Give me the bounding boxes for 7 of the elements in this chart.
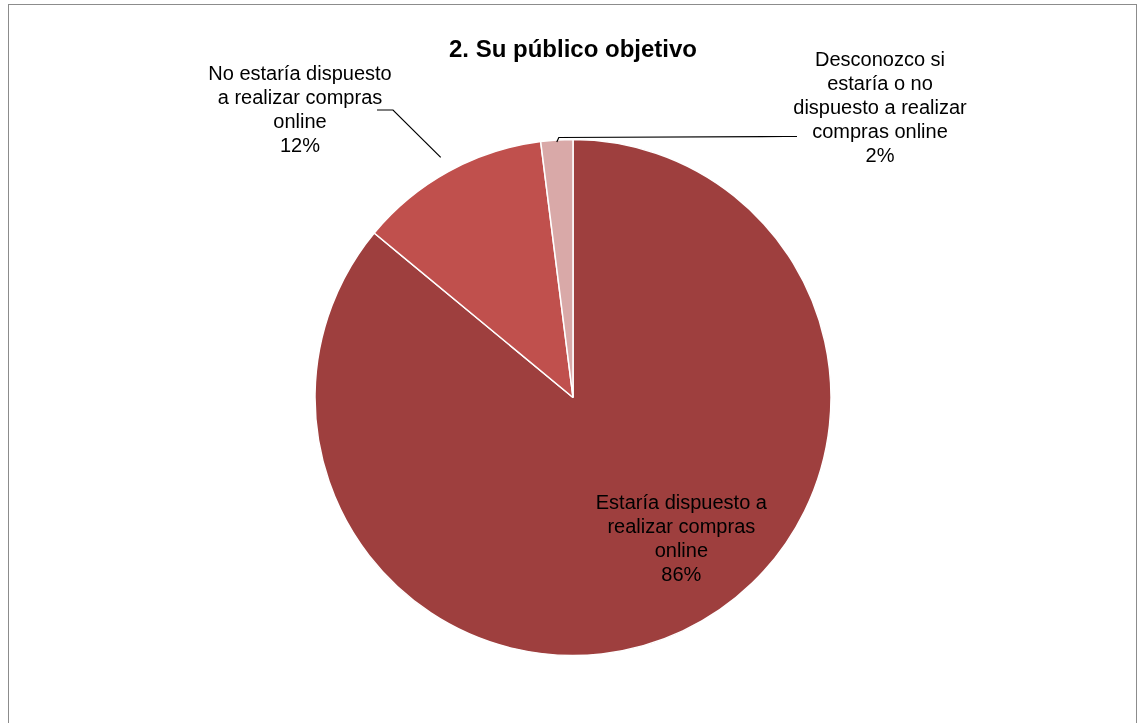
slice-label: No estaría dispuesto a realizar compras online [208, 61, 392, 132]
chart-title: 2. Su público objetivo [448, 34, 698, 62]
slice-label: Estaría dispuesto a realizar compras online [595, 490, 768, 561]
data-label: 2% [865, 143, 895, 166]
slice-label: Desconozco si estaría o no dispuesto a realizar compras online [793, 47, 968, 142]
data-label: 12% [279, 133, 321, 156]
data-label: 86% [661, 562, 702, 585]
